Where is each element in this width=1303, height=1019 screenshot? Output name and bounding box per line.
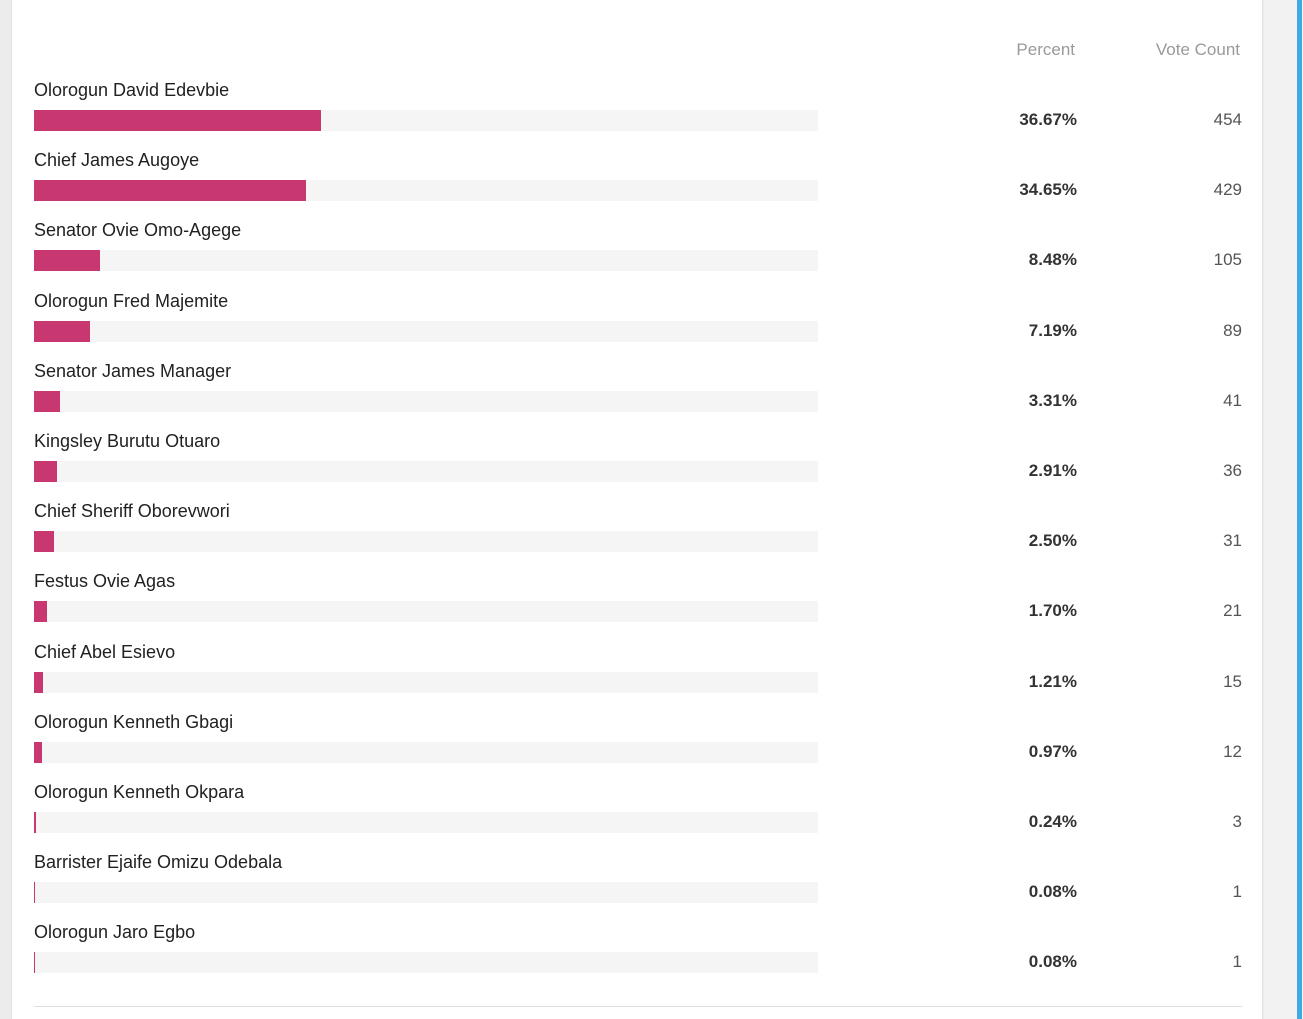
candidate-name: Festus Ovie Agas <box>34 571 176 592</box>
candidate-name: Senator Ovie Omo-Agege <box>34 220 242 241</box>
percent-bar <box>34 601 48 623</box>
result-row: Festus Ovie Agas 1.70% 21 <box>12 571 1264 641</box>
candidate-name: Olorogun Jaro Egbo <box>34 922 196 943</box>
vote-count-label: 12 <box>1223 741 1242 761</box>
result-row: Chief James Augoye 34.65% 429 <box>12 150 1264 220</box>
bar-track <box>34 180 818 202</box>
candidate-name: Olorogun Fred Majemite <box>34 290 229 311</box>
percent-label: 3.31% <box>1028 390 1077 410</box>
percent-bar <box>34 882 35 904</box>
bottom-divider <box>34 1006 1242 1007</box>
percent-bar <box>34 180 306 202</box>
vote-count-label: 31 <box>1223 531 1242 551</box>
vote-count-label: 89 <box>1223 320 1242 340</box>
bar-track <box>34 250 818 272</box>
scrollbar-accent[interactable] <box>1297 0 1302 1019</box>
bar-track <box>34 320 818 342</box>
vote-count-label: 21 <box>1223 601 1242 621</box>
candidate-name: Chief James Augoye <box>34 150 200 171</box>
result-row: Olorogun Jaro Egbo 0.08% 1 <box>12 922 1264 992</box>
percent-label: 2.50% <box>1028 531 1077 551</box>
candidate-name: Olorogun Kenneth Gbagi <box>34 711 234 732</box>
percent-label: 1.21% <box>1028 671 1077 691</box>
vote-count-label: 1 <box>1232 882 1242 902</box>
result-row: Kingsley Burutu Otuaro 2.91% 36 <box>12 431 1264 501</box>
vote-count-label: 429 <box>1213 180 1242 200</box>
result-row: Senator James Manager 3.31% 41 <box>12 361 1264 431</box>
result-row: Chief Sheriff Oborevwori 2.50% 31 <box>12 501 1264 571</box>
vote-count-column-header: Vote Count <box>1155 40 1240 59</box>
percent-bar <box>34 110 322 131</box>
result-row: Chief Abel Esievo 1.21% 15 <box>12 642 1264 712</box>
percent-bar <box>34 531 54 553</box>
bar-track <box>34 671 818 693</box>
percent-bar <box>34 741 42 763</box>
candidate-name: Chief Sheriff Oborevwori <box>34 501 230 522</box>
percent-column-header: Percent <box>1016 40 1075 59</box>
bar-track <box>34 812 818 833</box>
vote-count-label: 1 <box>1232 952 1242 972</box>
vote-count-label: 41 <box>1223 390 1242 410</box>
result-row: Olorogun David Edevbie 36.67% 454 <box>12 80 1264 150</box>
percent-bar <box>34 320 91 342</box>
bar-track <box>34 390 818 412</box>
vote-count-label: 15 <box>1223 671 1242 691</box>
percent-label: 0.08% <box>1028 952 1077 972</box>
bar-track <box>34 110 818 131</box>
vote-count-label: 454 <box>1213 110 1242 129</box>
candidate-name: Olorogun David Edevbie <box>34 80 230 100</box>
percent-label: 2.91% <box>1028 461 1077 480</box>
percent-bar <box>34 461 57 482</box>
result-row: Barrister Ejaife Omizu Odebala 0.08% 1 <box>12 852 1264 922</box>
percent-label: 7.19% <box>1028 320 1077 340</box>
bar-track <box>34 461 818 482</box>
percent-label: 8.48% <box>1028 250 1077 270</box>
results-card: Percent Vote Count Olorogun David Edevbi… <box>11 0 1263 1019</box>
candidate-name: Kingsley Burutu Otuaro <box>34 431 221 451</box>
percent-label: 1.70% <box>1028 601 1077 621</box>
vote-count-label: 105 <box>1213 250 1242 270</box>
vote-count-label: 3 <box>1232 812 1242 831</box>
candidate-name: Olorogun Kenneth Okpara <box>34 782 245 802</box>
candidate-name: Senator James Manager <box>34 360 232 381</box>
right-panel-edge <box>1264 0 1303 1019</box>
percent-label: 0.24% <box>1028 812 1077 831</box>
result-row: Olorogun Kenneth Okpara 0.24% 3 <box>12 782 1264 852</box>
percent-bar <box>34 812 36 833</box>
vote-count-label: 36 <box>1223 461 1242 480</box>
result-row: Senator Ovie Omo-Agege 8.48% 105 <box>12 220 1264 290</box>
bar-track <box>34 952 818 974</box>
percent-label: 34.65% <box>1019 180 1077 200</box>
bar-track <box>34 601 818 623</box>
percent-label: 0.08% <box>1028 882 1077 902</box>
percent-bar <box>34 952 35 974</box>
bar-track <box>34 882 818 904</box>
bar-track <box>34 531 818 553</box>
percent-bar <box>34 390 60 412</box>
candidate-name: Chief Abel Esievo <box>34 641 176 662</box>
percent-bar <box>34 671 44 693</box>
result-row: Olorogun Fred Majemite 7.19% 89 <box>12 291 1264 361</box>
percent-label: 0.97% <box>1028 741 1077 761</box>
bar-track <box>34 741 818 763</box>
percent-bar <box>34 250 101 272</box>
percent-label: 36.67% <box>1019 110 1077 129</box>
candidate-name: Barrister Ejaife Omizu Odebala <box>34 852 283 873</box>
result-row: Olorogun Kenneth Gbagi 0.97% 12 <box>12 712 1264 782</box>
